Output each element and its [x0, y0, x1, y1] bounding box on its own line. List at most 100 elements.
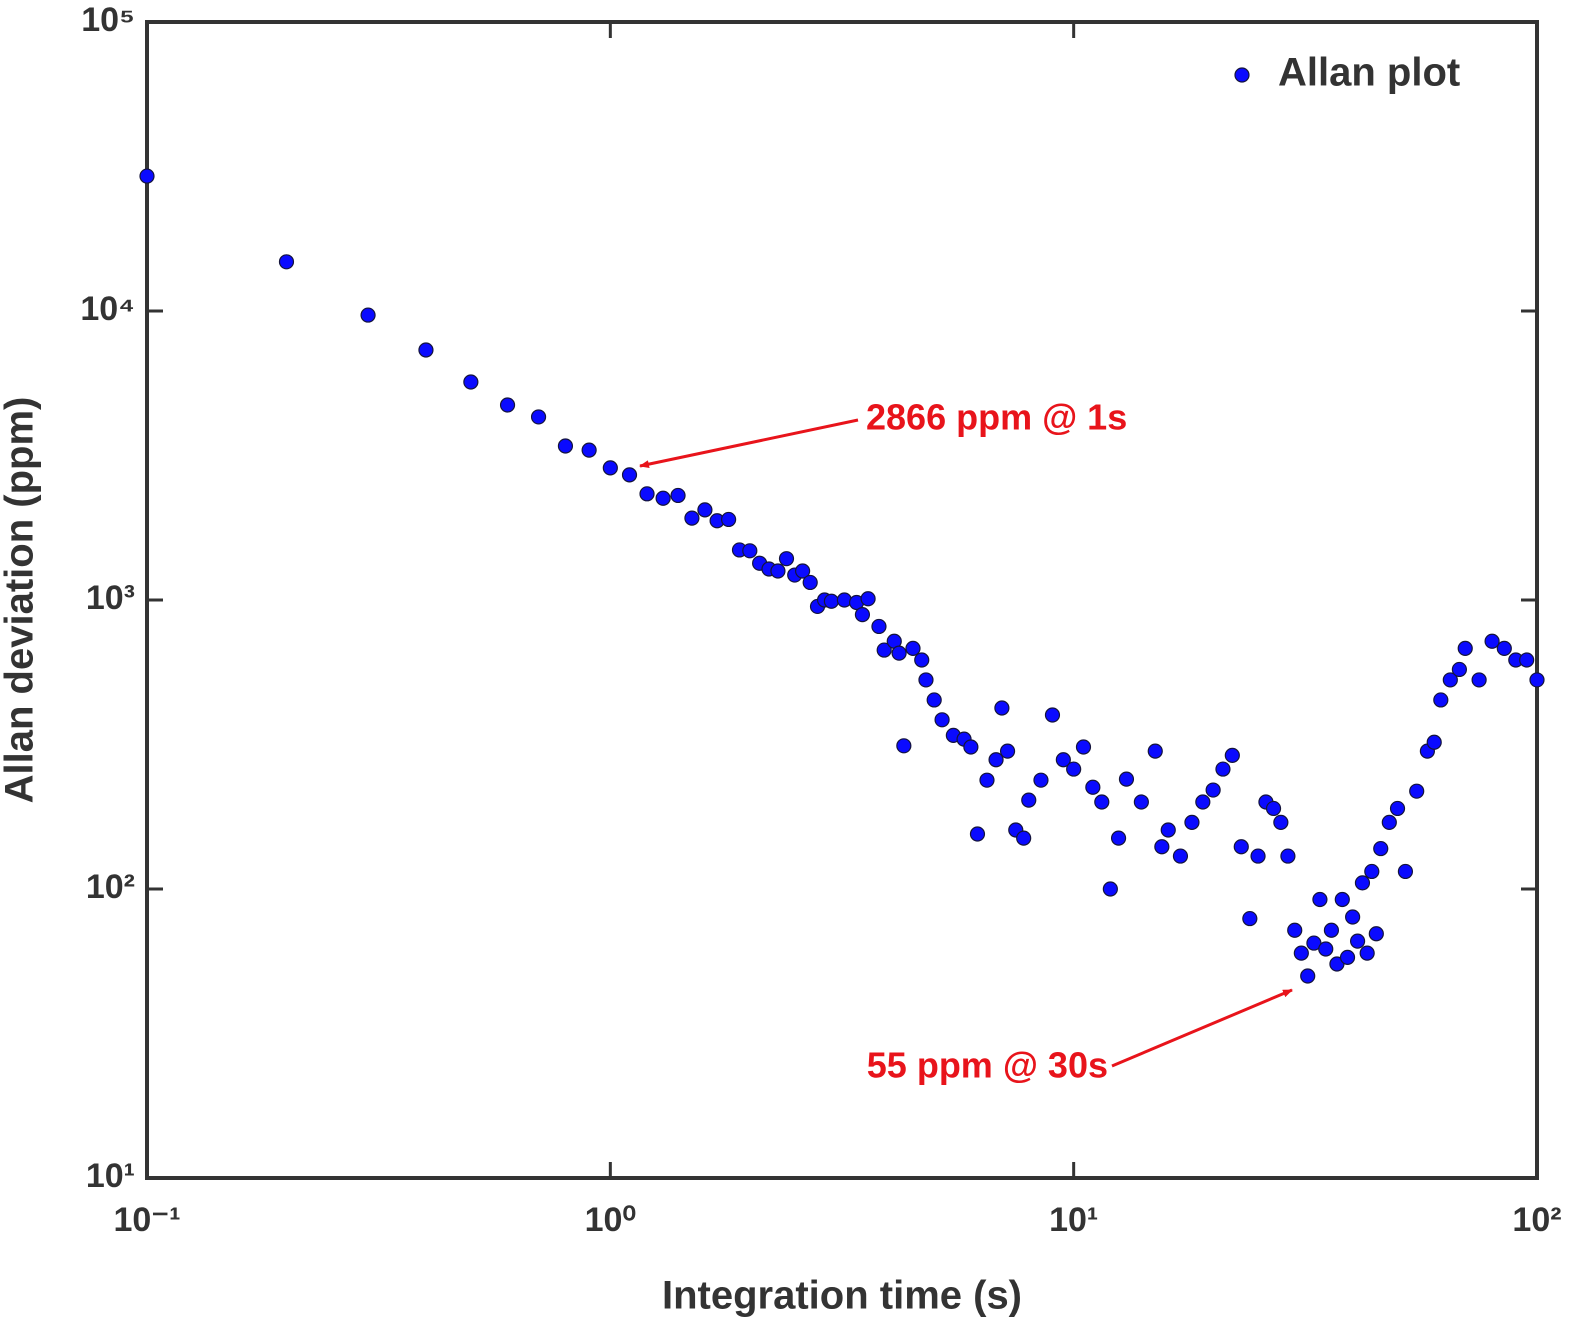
- point: [278, 254, 295, 270]
- point: [684, 510, 700, 526]
- point: [655, 490, 671, 506]
- point: [891, 645, 907, 661]
- point: [1250, 848, 1266, 864]
- point: [1373, 840, 1389, 857]
- point: [639, 486, 655, 502]
- y-tick-label: 10¹: [86, 1157, 135, 1195]
- point: [926, 692, 942, 708]
- point: [999, 743, 1016, 759]
- point: [1457, 640, 1473, 657]
- point: [1442, 672, 1458, 688]
- point: [1085, 779, 1101, 795]
- y-tick-label: 10²: [86, 868, 135, 906]
- point: [1280, 848, 1296, 864]
- point: [1154, 839, 1170, 855]
- legend-label: Allan plot: [1278, 51, 1460, 95]
- point: [1147, 743, 1163, 759]
- legend-marker: [1234, 67, 1250, 83]
- point: [721, 511, 737, 528]
- point: [463, 374, 479, 390]
- point: [1306, 935, 1322, 951]
- point: [1451, 661, 1467, 678]
- x-tick-label: 10¹: [1049, 1201, 1098, 1239]
- annotation-arrow: [639, 418, 859, 469]
- point: [1102, 881, 1118, 897]
- point: [1094, 794, 1110, 810]
- point: [360, 307, 376, 323]
- point: [1312, 891, 1328, 908]
- point: [581, 442, 597, 458]
- point: [1409, 783, 1425, 799]
- point: [1349, 933, 1366, 949]
- annotation: 2866 ppm @ 1s: [866, 397, 1127, 438]
- point: [530, 409, 547, 425]
- point: [1354, 875, 1371, 891]
- y-axis-title: Allan deviation (ppm): [0, 397, 42, 804]
- point: [876, 642, 892, 658]
- point: [1021, 792, 1037, 808]
- point: [1233, 839, 1249, 855]
- point: [1471, 672, 1487, 688]
- point: [139, 168, 155, 184]
- point: [1172, 848, 1189, 864]
- y-tick-label: 10³: [86, 579, 135, 617]
- point: [1287, 922, 1303, 938]
- point: [1359, 945, 1375, 961]
- point: [742, 543, 758, 559]
- point: [1339, 949, 1356, 965]
- point: [1496, 640, 1512, 657]
- point: [823, 593, 839, 609]
- point: [979, 772, 995, 788]
- point: [1484, 633, 1500, 649]
- point: [1016, 830, 1032, 846]
- point: [1242, 910, 1258, 927]
- point: [602, 460, 618, 476]
- point: [1118, 771, 1135, 787]
- point: [963, 739, 979, 755]
- point: [896, 738, 912, 754]
- x-axis-title: Integration time (s): [662, 1274, 1022, 1318]
- point: [1323, 922, 1340, 938]
- point: [1160, 822, 1176, 838]
- point: [918, 672, 934, 688]
- point: [1345, 909, 1361, 925]
- point: [860, 591, 876, 607]
- point: [1529, 672, 1545, 688]
- point: [1110, 830, 1127, 846]
- point: [1519, 652, 1535, 668]
- point: [871, 618, 887, 635]
- point: [1133, 794, 1149, 810]
- point: [557, 438, 574, 454]
- point: [1334, 891, 1350, 908]
- point: [1300, 968, 1316, 984]
- point: [499, 397, 516, 413]
- point: [969, 826, 986, 842]
- point: [795, 563, 811, 579]
- point: [1066, 761, 1082, 777]
- point: [1368, 926, 1384, 942]
- y-tick-label: 10⁵: [81, 1, 135, 39]
- point: [621, 467, 638, 483]
- point: [1426, 734, 1442, 750]
- x-tick-label: 10²: [1512, 1201, 1561, 1239]
- point: [934, 712, 950, 728]
- annotation-arrow: [1111, 988, 1293, 1068]
- point: [1433, 692, 1449, 708]
- point: [1397, 863, 1414, 880]
- point: [1389, 800, 1406, 817]
- point: [1055, 752, 1071, 768]
- point: [914, 652, 930, 668]
- point: [854, 607, 871, 623]
- point: [1318, 941, 1334, 957]
- point: [670, 487, 686, 504]
- y-tick-label: 10⁴: [80, 290, 135, 328]
- point: [1273, 814, 1289, 831]
- point: [1075, 739, 1092, 755]
- point: [836, 592, 852, 608]
- point: [1033, 772, 1049, 788]
- annotation: 55 ppm @ 30s: [867, 1045, 1108, 1086]
- point: [1215, 761, 1231, 777]
- point: [905, 640, 921, 657]
- point: [802, 574, 818, 591]
